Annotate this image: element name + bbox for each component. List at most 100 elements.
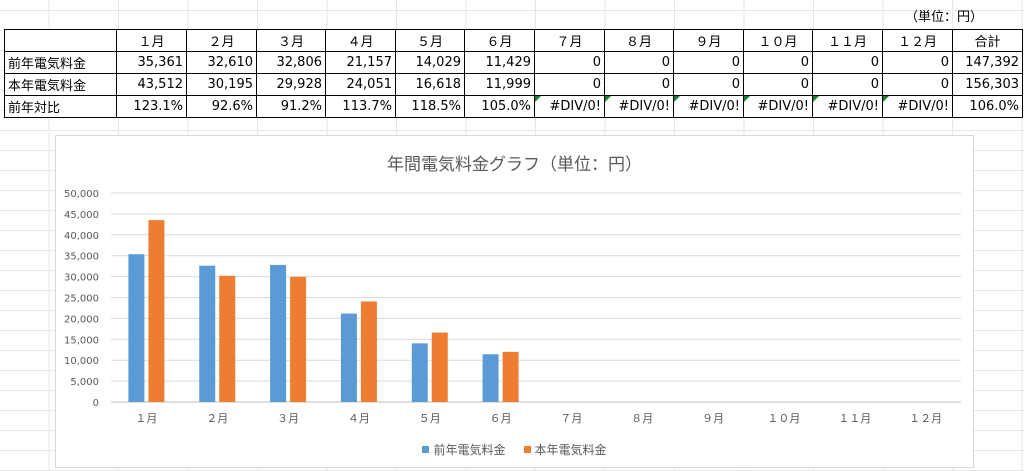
y-tick-label: 25,000	[64, 294, 99, 305]
table-cell[interactable]: 0	[743, 73, 813, 96]
table-cell[interactable]: 11,999	[464, 73, 535, 96]
table-cell[interactable]: 0	[673, 73, 744, 96]
x-tick-label: ６月	[490, 412, 512, 425]
x-tick-label: １月	[135, 412, 157, 425]
table-header-cell[interactable]: １０月	[743, 29, 813, 52]
row-label[interactable]: 前年対比	[4, 95, 117, 118]
y-tick-label: 40,000	[64, 231, 99, 242]
error-cell[interactable]: #DIV/0!	[812, 95, 883, 118]
table-cell[interactable]: 92.6%	[186, 95, 257, 118]
x-tick-label: ５月	[419, 412, 441, 425]
table-cell[interactable]: 35,361	[116, 51, 187, 74]
chart-title[interactable]: 年間電気料金グラフ（単位：円）	[387, 155, 642, 175]
table-cell[interactable]: 123.1%	[116, 95, 187, 118]
bar	[340, 313, 357, 402]
bar-chart: 0 5,000 10,000 15,000 20,000 25,000 30,000 35,0…	[64, 189, 961, 425]
error-cell[interactable]: #DIV/0!	[743, 95, 813, 118]
table-cell[interactable]: 14,029	[395, 51, 465, 74]
row-label[interactable]: 前年電気料金	[4, 51, 117, 74]
x-tick-label: ４月	[348, 412, 370, 425]
table-header-cell[interactable]: １２月	[882, 29, 953, 52]
legend-label: 本年電気料金	[534, 443, 607, 457]
table-cell[interactable]: 0	[743, 51, 813, 74]
table-header-cell[interactable]: １月	[116, 29, 187, 52]
bar	[431, 332, 448, 402]
table-cell[interactable]: 0	[812, 73, 883, 96]
x-tick-label: ８月	[631, 412, 653, 425]
table-cell[interactable]: 0	[673, 51, 744, 74]
table-header-cell[interactable]: ２月	[186, 29, 257, 52]
bar	[290, 276, 307, 402]
table-cell-total[interactable]: 106.0%	[952, 95, 1023, 118]
bar	[482, 354, 499, 402]
table-cell[interactable]: 0	[534, 51, 605, 74]
table-header-cell[interactable]	[4, 29, 117, 52]
table-header-cell[interactable]: ３月	[256, 29, 326, 52]
chart-container[interactable]: 年間電気料金グラフ（単位：円） 0 5,000 10,000 15,000 20,000…	[55, 135, 974, 468]
table-cell[interactable]: 32,806	[256, 51, 326, 74]
y-tick-label: 5,000	[70, 377, 99, 388]
table-header-cell[interactable]: ４月	[325, 29, 396, 52]
bar	[219, 275, 236, 402]
bar	[502, 351, 519, 402]
bar	[199, 265, 216, 402]
bar	[128, 254, 145, 402]
table-header-cell[interactable]: 合計	[952, 29, 1023, 52]
bar	[270, 264, 287, 402]
error-cell[interactable]: #DIV/0!	[673, 95, 744, 118]
bar	[148, 220, 165, 402]
x-tick-label: １０月	[767, 412, 800, 425]
table-cell[interactable]: 0	[534, 73, 605, 96]
table-cell-total[interactable]: 147,392	[952, 51, 1023, 74]
table-cell[interactable]: 0	[882, 73, 953, 96]
table-cell[interactable]: 30,195	[186, 73, 257, 96]
table-cell[interactable]: 21,157	[325, 51, 396, 74]
x-tick-label: ９月	[702, 412, 724, 425]
legend-swatch	[523, 446, 531, 453]
table-cell[interactable]: 0	[604, 51, 674, 74]
y-tick-label: 45,000	[64, 210, 99, 221]
table-cell[interactable]: 43,512	[116, 73, 187, 96]
y-tick-label: 0	[93, 398, 99, 409]
legend-item-prev-year: 前年電気料金	[422, 441, 506, 458]
table-cell[interactable]: 0	[882, 51, 953, 74]
table-cell-total[interactable]: 156,303	[952, 73, 1023, 96]
x-tick-label: １２月	[909, 412, 942, 425]
chart-legend[interactable]: 前年電気料金 本年電気料金	[56, 441, 973, 458]
y-tick-label: 50,000	[64, 189, 99, 200]
legend-label: 前年電気料金	[433, 443, 506, 457]
legend-item-this-year: 本年電気料金	[523, 441, 607, 458]
table-cell[interactable]: 0	[604, 73, 674, 96]
y-tick-label: 30,000	[64, 273, 99, 284]
table-row-ratio: 前年対比 123.1% 92.6% 91.2% 113.7% 118.5% 10…	[4, 95, 1023, 118]
error-cell[interactable]: #DIV/0!	[534, 95, 605, 118]
table-cell[interactable]: 0	[812, 51, 883, 74]
table-header-cell[interactable]: １１月	[812, 29, 883, 52]
error-cell[interactable]: #DIV/0!	[882, 95, 953, 118]
table-row-this-year: 本年電気料金 43,512 30,195 29,928 24,051 16,61…	[4, 73, 1023, 96]
table-header-cell[interactable]: ５月	[395, 29, 465, 52]
table-header-row: １月 ２月 ３月 ４月 ５月 ６月 ７月 ８月 ９月 １０月 １１月 １２月 合…	[4, 29, 1023, 52]
y-tick-label: 35,000	[64, 252, 99, 263]
table-cell[interactable]: 105.0%	[464, 95, 535, 118]
table-row-prev-year: 前年電気料金 35,361 32,610 32,806 21,157 14,02…	[4, 51, 1023, 74]
table-header-cell[interactable]: ９月	[673, 29, 744, 52]
unit-note: （単位：円）	[905, 10, 984, 25]
table-cell[interactable]: 91.2%	[256, 95, 326, 118]
table-header-cell[interactable]: ８月	[604, 29, 674, 52]
table-cell[interactable]: 11,429	[464, 51, 535, 74]
table-header-cell[interactable]: ７月	[534, 29, 605, 52]
table-cell[interactable]: 24,051	[325, 73, 396, 96]
bar	[411, 343, 428, 402]
table-header-cell[interactable]: ６月	[464, 29, 535, 52]
table-cell[interactable]: 118.5%	[395, 95, 465, 118]
table-cell[interactable]: 32,610	[186, 51, 257, 74]
error-cell[interactable]: #DIV/0!	[604, 95, 674, 118]
electricity-cost-table: １月 ２月 ３月 ４月 ５月 ６月 ７月 ８月 ９月 １０月 １１月 １２月 合…	[4, 29, 1023, 118]
table-cell[interactable]: 16,618	[395, 73, 465, 96]
x-tick-label: ２月	[206, 412, 228, 425]
table-cell[interactable]: 113.7%	[325, 95, 396, 118]
table-cell[interactable]: 29,928	[256, 73, 326, 96]
row-label[interactable]: 本年電気料金	[4, 73, 117, 96]
x-tick-label: ３月	[277, 412, 299, 425]
